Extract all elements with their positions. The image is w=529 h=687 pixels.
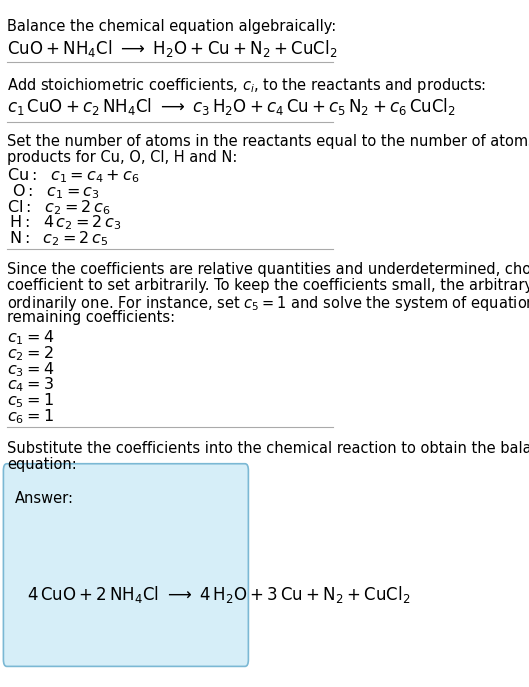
Text: equation:: equation: — [7, 457, 77, 472]
Text: $4\,\mathrm{CuO} + 2\,\mathrm{NH_4Cl} \ \longrightarrow \ 4\,\mathrm{H_2O} + 3\,: $4\,\mathrm{CuO} + 2\,\mathrm{NH_4Cl} \ … — [27, 584, 411, 605]
Text: Set the number of atoms in the reactants equal to the number of atoms in the: Set the number of atoms in the reactants… — [7, 134, 529, 149]
Text: $c_5 = 1$: $c_5 = 1$ — [7, 392, 53, 410]
Text: Add stoichiometric coefficients, $c_i$, to the reactants and products:: Add stoichiometric coefficients, $c_i$, … — [7, 76, 486, 95]
Text: $c_4 = 3$: $c_4 = 3$ — [7, 376, 53, 394]
Text: $\mathrm{Cl:}\ \ c_2 = 2\,c_6$: $\mathrm{Cl:}\ \ c_2 = 2\,c_6$ — [7, 198, 111, 216]
FancyBboxPatch shape — [3, 464, 249, 666]
Text: ordinarily one. For instance, set $c_5 = 1$ and solve the system of equations fo: ordinarily one. For instance, set $c_5 =… — [7, 294, 529, 313]
Text: $c_3 = 4$: $c_3 = 4$ — [7, 360, 54, 379]
Text: $\mathrm{Cu:}\ \ c_1 = c_4 + c_6$: $\mathrm{Cu:}\ \ c_1 = c_4 + c_6$ — [7, 166, 139, 185]
Text: $\mathrm{O:}\ \ c_1 = c_3$: $\mathrm{O:}\ \ c_1 = c_3$ — [12, 182, 99, 201]
Text: $c_1 = 4$: $c_1 = 4$ — [7, 328, 54, 347]
Text: $\mathrm{H:}\ \ 4\,c_2 = 2\,c_3$: $\mathrm{H:}\ \ 4\,c_2 = 2\,c_3$ — [8, 214, 121, 232]
Text: Balance the chemical equation algebraically:: Balance the chemical equation algebraica… — [7, 19, 336, 34]
Text: Substitute the coefficients into the chemical reaction to obtain the balanced: Substitute the coefficients into the che… — [7, 441, 529, 456]
Text: remaining coefficients:: remaining coefficients: — [7, 310, 175, 325]
Text: coefficient to set arbitrarily. To keep the coefficients small, the arbitrary va: coefficient to set arbitrarily. To keep … — [7, 278, 529, 293]
Text: $\mathrm{N:}\ \ c_2 = 2\,c_5$: $\mathrm{N:}\ \ c_2 = 2\,c_5$ — [8, 229, 108, 248]
Text: $c_2 = 2$: $c_2 = 2$ — [7, 344, 53, 363]
Text: $c_1\,\mathrm{CuO} + c_2\,\mathrm{NH_4Cl} \ \longrightarrow \ c_3\,\mathrm{H_2O}: $c_1\,\mathrm{CuO} + c_2\,\mathrm{NH_4Cl… — [7, 96, 455, 117]
Text: products for Cu, O, Cl, H and N:: products for Cu, O, Cl, H and N: — [7, 150, 237, 165]
Text: $c_6 = 1$: $c_6 = 1$ — [7, 407, 53, 426]
Text: Since the coefficients are relative quantities and underdetermined, choose a: Since the coefficients are relative quan… — [7, 262, 529, 278]
Text: $\mathrm{CuO + NH_4Cl \ \longrightarrow \ H_2O + Cu + N_2 + CuCl_2}$: $\mathrm{CuO + NH_4Cl \ \longrightarrow … — [7, 38, 337, 59]
Text: Answer:: Answer: — [15, 491, 74, 506]
